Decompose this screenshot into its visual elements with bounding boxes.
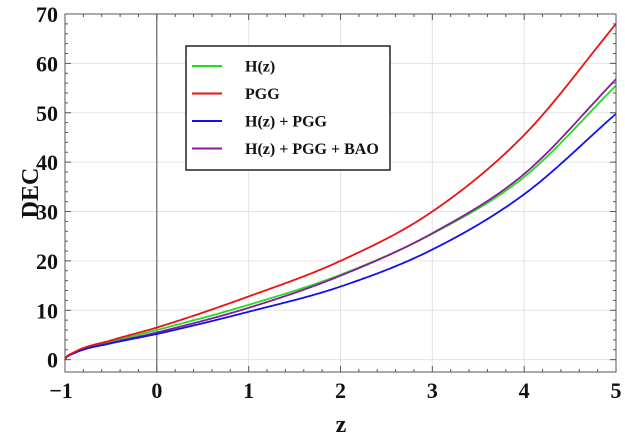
x-tick-labels: −1 0 1 2 3 4 5	[49, 378, 621, 403]
axis-ticks	[64, 13, 617, 372]
legend-label: H(z)	[245, 59, 275, 76]
x-tick-label: 0	[151, 378, 162, 403]
x-axis-title: z	[336, 412, 347, 438]
y-tick-label: 40	[36, 150, 58, 175]
legend-item: H(z) + PGG	[192, 114, 328, 131]
y-tick-label: 30	[36, 200, 58, 225]
curve-pgg	[64, 23, 617, 361]
curve-h-z-pgg-bao	[64, 78, 617, 361]
y-tick-label: 0	[47, 348, 58, 373]
curve-h-z-	[64, 84, 617, 361]
x-tick-label: −1	[49, 378, 73, 403]
legend-label: H(z) + PGG	[245, 114, 328, 131]
legend-item: H(z) + PGG + BAO	[192, 141, 379, 158]
y-tick-label: 20	[36, 249, 58, 274]
y-tick-labels: 0 10 20 30 40 50 60 70	[36, 2, 58, 373]
curves	[64, 23, 617, 361]
y-tick-label: 70	[36, 2, 58, 27]
y-tick-label: 50	[36, 101, 58, 126]
legend-label: H(z) + PGG + BAO	[245, 141, 379, 158]
y-axis-title: DEC	[18, 168, 44, 219]
y-tick-label: 10	[36, 298, 58, 323]
x-tick-label: 1	[243, 378, 254, 403]
x-tick-label: 4	[519, 378, 530, 403]
x-tick-label: 3	[427, 378, 438, 403]
legend-label: PGG	[245, 86, 280, 103]
y-tick-label: 60	[36, 51, 58, 76]
x-tick-label: 2	[335, 378, 346, 403]
legend-item: H(z)	[192, 59, 275, 76]
legend-item: PGG	[192, 86, 280, 103]
x-tick-label: 5	[611, 378, 622, 403]
curve-h-z-pgg	[64, 113, 617, 361]
legend: H(z) PGG H(z) + PGG H(z) + PGG + BAO	[185, 45, 391, 171]
